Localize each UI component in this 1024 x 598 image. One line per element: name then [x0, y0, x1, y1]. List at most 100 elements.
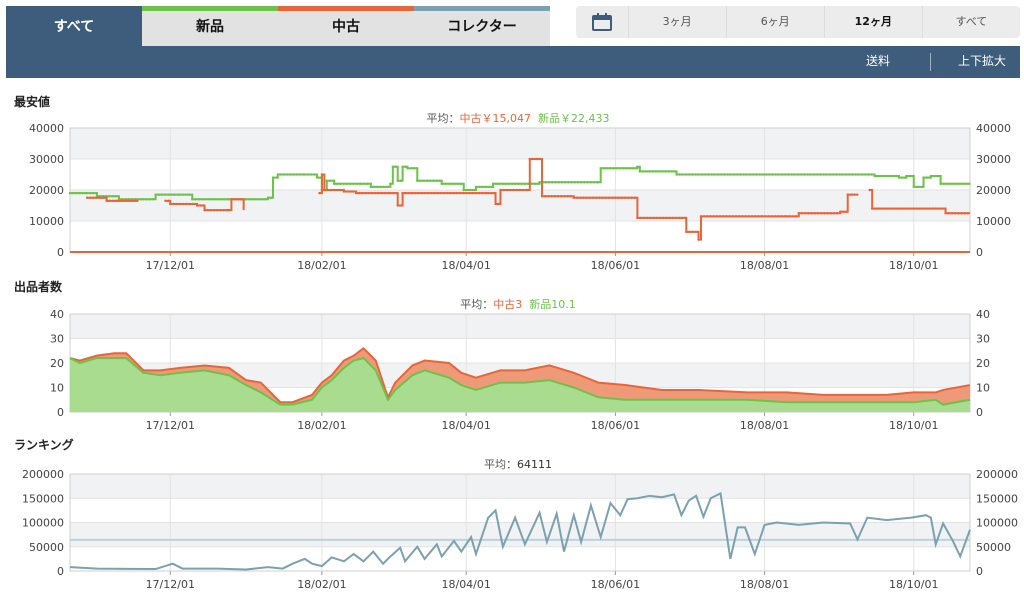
- series-marker-used: [188, 202, 191, 206]
- shipping-button[interactable]: 送料: [866, 54, 891, 68]
- series-marker-new: [612, 167, 615, 170]
- y-tick-label-right: 10000: [976, 215, 1011, 228]
- series-marker-used: [202, 204, 205, 207]
- series-marker-new: [557, 181, 560, 184]
- series-marker-new: [958, 182, 962, 185]
- x-tick-label: 17/12/01: [146, 578, 195, 591]
- series-marker-used: [791, 215, 795, 218]
- series-marker-used: [658, 216, 661, 220]
- series-marker-new: [828, 173, 832, 176]
- grid-band: [70, 128, 970, 159]
- series-marker-used: [370, 191, 374, 195]
- series-marker-new: [710, 173, 713, 176]
- series-marker-new: [203, 198, 207, 201]
- series-marker-new: [911, 174, 915, 178]
- tab-used[interactable]: 中古: [278, 6, 414, 46]
- series-marker-new: [638, 170, 642, 173]
- series-marker-new: [657, 170, 661, 173]
- series-marker-new: [641, 170, 645, 173]
- series-marker-used: [354, 191, 358, 195]
- series-marker-used: [697, 238, 700, 241]
- y-tick-label-right: 150000: [976, 492, 1018, 505]
- series-marker-used: [776, 215, 780, 218]
- series-marker-new: [589, 181, 592, 184]
- series-marker-new: [422, 179, 425, 182]
- series-marker-new: [886, 174, 889, 178]
- series-marker-used: [526, 188, 529, 192]
- series-marker-used: [582, 196, 585, 199]
- series-marker-new: [780, 173, 784, 176]
- series-marker-new: [544, 181, 548, 184]
- series-marker-used: [332, 188, 336, 192]
- series-marker-new: [597, 181, 600, 184]
- period-6m[interactable]: 6ヶ月: [725, 6, 824, 38]
- calendar-icon[interactable]: [576, 13, 628, 31]
- series-marker-new: [570, 181, 573, 184]
- series-marker-used: [540, 195, 544, 198]
- series-marker-new: [428, 179, 432, 182]
- series-marker-new: [664, 170, 667, 173]
- series-marker-used: [595, 196, 598, 199]
- series-marker-new: [495, 182, 498, 185]
- series-marker-used: [699, 215, 703, 218]
- series-marker-used: [380, 191, 383, 195]
- series-marker-used: [925, 207, 928, 210]
- series-marker-new: [803, 173, 806, 176]
- series-marker-new: [547, 181, 551, 184]
- series-marker-new: [248, 198, 251, 201]
- period-12m[interactable]: 12ヶ月: [823, 6, 922, 38]
- series-marker-new: [185, 193, 188, 196]
- period-all[interactable]: すべて: [921, 6, 1020, 38]
- series-marker-used: [199, 204, 202, 207]
- tab-collector-label: コレクター: [447, 19, 517, 35]
- period-3m[interactable]: 3ヶ月: [627, 6, 726, 38]
- tab-collector[interactable]: コレクター: [414, 6, 550, 46]
- series-marker-new: [576, 181, 580, 184]
- y-tick-label-left: 10000: [29, 215, 64, 228]
- y-tick-label-left: 50000: [29, 541, 64, 554]
- series-marker-used: [452, 191, 456, 195]
- series-marker-new: [299, 173, 302, 176]
- series-marker-used: [386, 191, 390, 195]
- series-marker-used: [893, 207, 896, 210]
- series-marker-new: [477, 185, 481, 189]
- series-marker-new: [78, 191, 81, 195]
- series-marker-new: [142, 198, 145, 201]
- tab-new[interactable]: 新品: [142, 6, 278, 46]
- series-marker-new: [151, 198, 155, 201]
- series-marker-used: [940, 207, 944, 210]
- series-marker-new: [592, 181, 596, 184]
- series-marker-new: [438, 179, 441, 182]
- series-marker-used: [374, 191, 377, 195]
- y-tick-label-left: 200000: [22, 468, 64, 481]
- series-marker-used: [918, 207, 922, 210]
- series-marker-used: [785, 215, 788, 218]
- series-marker-used: [164, 199, 167, 203]
- zoom-button[interactable]: 上下拡大: [958, 54, 1007, 68]
- tab-all[interactable]: すべて: [6, 6, 142, 46]
- series-marker-used: [227, 208, 231, 212]
- series-marker-used: [620, 196, 624, 199]
- series-marker-used: [528, 157, 531, 161]
- series-marker-used: [556, 195, 560, 198]
- series-marker-new: [700, 173, 704, 176]
- series-marker-new: [870, 173, 873, 176]
- series-marker-new: [75, 191, 78, 195]
- series-marker-used: [364, 191, 367, 195]
- series-marker-used: [108, 199, 112, 203]
- series-marker-new: [399, 179, 403, 182]
- series-marker-new: [761, 173, 765, 176]
- series-marker-new: [848, 173, 851, 176]
- series-marker-new: [892, 174, 896, 178]
- series-marker-used: [607, 196, 611, 199]
- series-marker-new: [391, 165, 395, 168]
- series-marker-new: [573, 181, 576, 184]
- series-marker-used: [329, 188, 332, 192]
- series-marker-used: [890, 207, 893, 210]
- y-tick-label-left: 100000: [22, 517, 64, 530]
- series-marker-used: [944, 207, 947, 210]
- series-marker-used: [852, 193, 856, 196]
- series-marker-new: [651, 170, 654, 173]
- series-marker-new: [292, 173, 296, 176]
- series-marker-used: [685, 230, 688, 234]
